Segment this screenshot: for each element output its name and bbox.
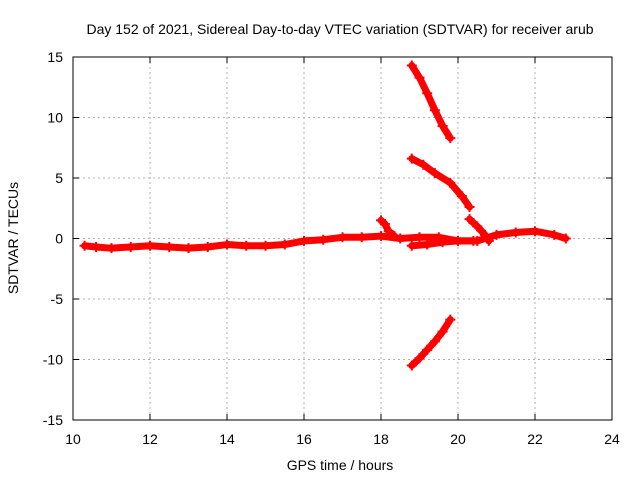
y-tick-label: 15 — [47, 49, 63, 65]
data-point — [422, 88, 433, 99]
y-tick-label: -10 — [43, 352, 63, 368]
data-point — [406, 240, 417, 251]
data-point — [445, 133, 456, 144]
series-arc-main — [79, 226, 571, 254]
data-point — [91, 241, 102, 252]
x-tick-label: 20 — [450, 431, 466, 447]
data-point — [437, 326, 448, 337]
y-tick-label: 0 — [55, 231, 63, 247]
y-tick-label: 5 — [55, 170, 63, 186]
data-point — [453, 235, 463, 246]
data-point — [414, 353, 425, 364]
data-point — [260, 240, 271, 251]
data-point — [418, 159, 429, 170]
data-point — [145, 240, 155, 251]
series-band — [408, 155, 474, 211]
series-band — [466, 215, 493, 245]
axis-ticks: 10 12 14 16 18 20 22 24 15 10 5 0 -5 -10 -15 — [43, 49, 620, 447]
x-tick-label: 14 — [219, 431, 235, 447]
data-point — [164, 241, 175, 252]
data-point — [483, 235, 494, 246]
data-point — [445, 177, 456, 188]
x-tick-label: 12 — [142, 431, 158, 447]
series-band — [377, 216, 398, 240]
x-tick-label: 18 — [373, 431, 389, 447]
data-point — [379, 218, 390, 229]
data-point — [422, 239, 433, 250]
data-point — [222, 239, 232, 250]
x-tick-label: 22 — [527, 431, 543, 447]
data-point — [429, 336, 440, 347]
data-point — [422, 344, 433, 355]
data-point — [125, 241, 136, 252]
data-point — [79, 240, 90, 251]
series-band — [408, 61, 454, 142]
y-axis-label: SDTVAR / TECUs — [5, 182, 21, 294]
data-point — [456, 191, 467, 202]
series-arc-lower — [406, 235, 479, 251]
data-point — [183, 243, 194, 254]
y-tick-label: 10 — [47, 110, 63, 126]
data-point — [414, 72, 425, 83]
data-point — [318, 234, 329, 245]
data-series — [79, 60, 571, 371]
data-point — [510, 227, 521, 238]
data-point — [468, 235, 479, 246]
data-point — [406, 153, 417, 164]
series-arc-high — [406, 60, 456, 144]
data-point — [549, 229, 560, 240]
data-point — [337, 232, 348, 243]
data-point — [406, 60, 417, 71]
data-point — [437, 120, 448, 131]
data-point — [279, 239, 290, 250]
y-tick-label: -15 — [43, 412, 63, 428]
data-point — [356, 232, 367, 243]
x-tick-label: 16 — [296, 431, 312, 447]
data-point — [414, 232, 425, 243]
data-point — [464, 202, 475, 213]
data-point — [406, 360, 417, 371]
data-point — [464, 214, 475, 225]
x-tick-label: 10 — [65, 431, 81, 447]
data-point — [202, 241, 213, 252]
data-point — [445, 314, 456, 325]
data-point — [299, 235, 309, 246]
chart-title: Day 152 of 2021, Sidereal Day-to-day VTE… — [86, 21, 593, 37]
data-point — [106, 243, 117, 254]
data-point — [472, 221, 483, 232]
series-arc-low — [406, 314, 456, 371]
data-point — [429, 105, 440, 116]
data-point — [429, 168, 440, 179]
data-point — [437, 237, 448, 248]
data-point — [491, 229, 502, 240]
data-point — [376, 231, 386, 242]
data-point — [530, 226, 540, 237]
y-tick-label: -5 — [51, 291, 64, 307]
series-arc-right-branch — [464, 214, 494, 246]
data-point — [383, 226, 394, 237]
series-arc-mid-high — [406, 153, 475, 213]
data-point — [241, 240, 252, 251]
x-tick-label: 24 — [604, 431, 620, 447]
data-point — [389, 231, 400, 242]
series-band — [408, 316, 454, 370]
series-arc-upper-mid — [376, 215, 400, 242]
data-point — [479, 229, 490, 240]
data-point — [560, 233, 571, 244]
x-axis-label: GPS time / hours — [287, 457, 394, 473]
